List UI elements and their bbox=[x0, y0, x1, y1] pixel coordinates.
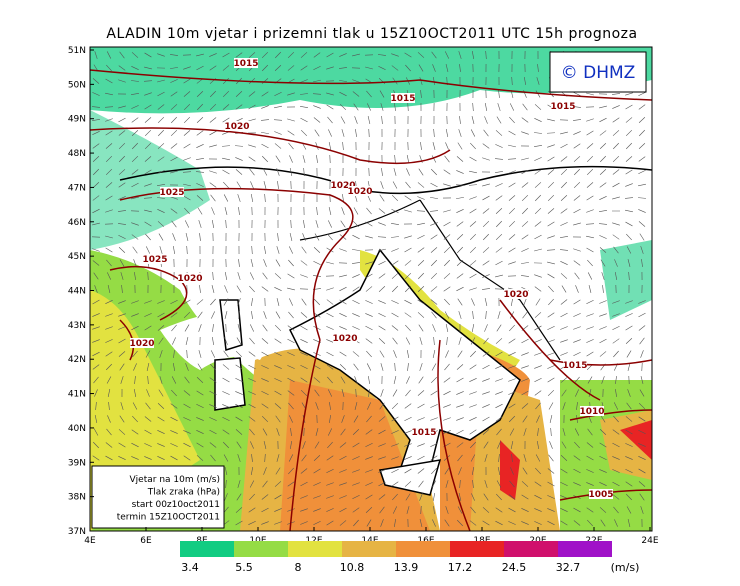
legend-line: Tlak zraka (hPa) bbox=[147, 488, 220, 498]
lat-label: 45N bbox=[68, 252, 86, 262]
colorbar-label: (m/s) bbox=[611, 561, 640, 574]
isobar-label: 1005 bbox=[588, 490, 613, 500]
colorbar-label: 5.5 bbox=[235, 561, 253, 574]
isobar-label: 1020 bbox=[129, 339, 154, 349]
lat-label: 47N bbox=[68, 183, 86, 193]
lat-label: 38N bbox=[68, 493, 86, 503]
lat-label: 49N bbox=[68, 115, 86, 125]
isobar-label: 1020 bbox=[332, 334, 357, 344]
isobar-label: 1010 bbox=[579, 407, 604, 417]
colorbar-label: 32.7 bbox=[556, 561, 581, 574]
isobar-label: 1015 bbox=[550, 102, 575, 112]
isobar-label: 1015 bbox=[562, 361, 587, 371]
legend-line: termin 15Z10OCT2011 bbox=[117, 513, 220, 523]
lat-label: 37N bbox=[68, 527, 86, 537]
colorbar-segment bbox=[450, 541, 504, 557]
lat-label: 42N bbox=[68, 355, 86, 365]
lon-label: 6E bbox=[140, 536, 152, 546]
isobar-label: 1020 bbox=[177, 274, 202, 284]
lat-label: 41N bbox=[68, 390, 86, 400]
isobar-label: 1025 bbox=[159, 188, 184, 198]
lon-label: 4E bbox=[84, 536, 96, 546]
isobar-label: 1020 bbox=[503, 290, 528, 300]
lat-label: 43N bbox=[68, 321, 86, 331]
legend-line: Vjetar na 10m (m/s) bbox=[130, 475, 220, 485]
isobar-label: 1025 bbox=[142, 255, 167, 265]
lat-label: 40N bbox=[68, 424, 86, 434]
isobar-label: 1015 bbox=[233, 59, 258, 69]
lat-label: 44N bbox=[68, 287, 86, 297]
lat-label: 48N bbox=[68, 149, 86, 159]
lon-label: 24E bbox=[641, 536, 658, 546]
colorbar-segment bbox=[396, 541, 450, 557]
isobar-label: 1015 bbox=[411, 428, 436, 438]
colorbar-label: 24.5 bbox=[502, 561, 527, 574]
colorbar-label: 10.8 bbox=[340, 561, 365, 574]
colorbar-segment bbox=[342, 541, 396, 557]
colorbar-segment bbox=[504, 541, 558, 557]
legend-line: start 00z10oct2011 bbox=[132, 500, 220, 510]
colorbar-segment bbox=[180, 541, 234, 557]
colorbar-segment bbox=[234, 541, 288, 557]
lat-label: 50N bbox=[68, 80, 86, 90]
map-area bbox=[90, 47, 652, 531]
lat-label: 39N bbox=[68, 458, 86, 468]
lat-label: 46N bbox=[68, 218, 86, 228]
logo: © DHMZ bbox=[561, 63, 636, 83]
colorbar-label: 17.2 bbox=[448, 561, 473, 574]
colorbar-segment bbox=[558, 541, 612, 557]
colorbar-label: 8 bbox=[295, 561, 302, 574]
colorbar-label: 13.9 bbox=[394, 561, 419, 574]
lat-label: 51N bbox=[68, 46, 86, 56]
map-title: ALADIN 10m vjetar i prizemni tlak u 15Z1… bbox=[106, 26, 637, 42]
isobar-label: 1020 bbox=[224, 122, 249, 132]
colorbar-segment bbox=[288, 541, 342, 557]
colorbar-label: 3.4 bbox=[181, 561, 199, 574]
isobar-label: 1020 bbox=[347, 187, 372, 197]
isobar-label: 1015 bbox=[390, 94, 415, 104]
